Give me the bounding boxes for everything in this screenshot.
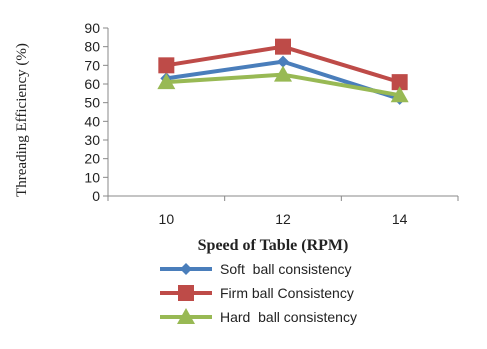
series-group: [157, 38, 409, 105]
y-tick-label: 60: [84, 76, 100, 92]
x-tick-label: 12: [275, 211, 291, 227]
y-tick-label: 0: [92, 188, 100, 204]
legend-marker: [178, 285, 194, 301]
data-point: [158, 57, 175, 74]
y-tick-label: 50: [84, 95, 100, 111]
y-tick-label: 90: [84, 20, 100, 36]
data-point: [277, 55, 289, 68]
axes: [107, 28, 458, 197]
y-ticks: 0 10 20 30 40 50 60 70 80 90: [84, 20, 108, 204]
x-axis-label: Speed of Table (RPM): [198, 237, 349, 254]
legend-item: Firm ball Consistency: [160, 285, 354, 301]
data-point: [275, 38, 291, 55]
legend-marker: [180, 263, 192, 275]
y-tick-label: 30: [84, 132, 100, 148]
legend-item: Hard ball consistency: [160, 308, 357, 325]
legend-label: Soft ball consistency: [220, 261, 352, 277]
legend-item: Soft ball consistency: [160, 261, 352, 277]
x-ticks: 10 12 14: [107, 196, 459, 227]
series-2: [158, 38, 408, 91]
y-tick-label: 20: [84, 151, 100, 167]
legend: Soft ball consistency Firm ball Consisten…: [160, 261, 357, 325]
legend-label: Firm ball Consistency: [220, 285, 354, 301]
x-tick-label: 10: [159, 211, 175, 227]
y-axis-label: Threading Efficiency (%): [14, 43, 30, 197]
data-point: [391, 74, 408, 91]
series-3: [157, 65, 409, 103]
y-tick-label: 70: [84, 57, 100, 73]
y-tick-label: 40: [84, 113, 100, 129]
data-point: [390, 86, 409, 103]
data-point: [157, 73, 176, 90]
y-tick-label: 10: [84, 169, 100, 185]
x-tick-label: 14: [392, 211, 408, 227]
data-point: [274, 65, 292, 82]
y-tick-label: 80: [84, 39, 100, 55]
legend-marker: [177, 308, 195, 324]
legend-label: Hard ball consistency: [220, 309, 357, 325]
